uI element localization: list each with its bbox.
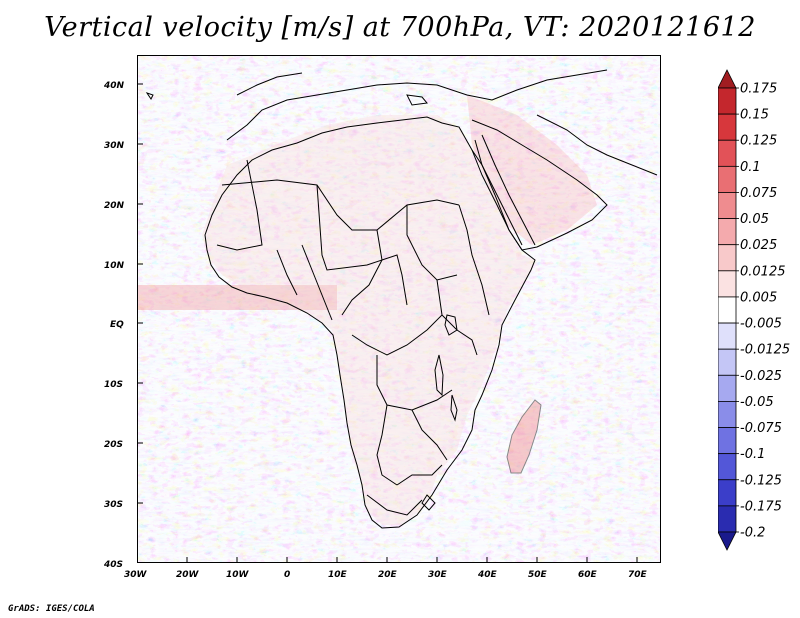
chart-title: Vertical velocity [m/s] at 700hPa, VT: 2… [44, 12, 756, 43]
colorbar-label: -0.1 [740, 447, 765, 462]
colorbar-label: 0.075 [740, 186, 777, 201]
colorbar-label: -0.175 [740, 499, 782, 514]
colorbar-label: 0.005 [740, 290, 777, 305]
colorbar-segment [718, 218, 737, 246]
colorbar-bottom-arrow [718, 531, 737, 551]
colorbar-label: 0.0125 [740, 264, 786, 279]
colorbar-segment [718, 505, 737, 533]
colorbar-label: 0.125 [740, 134, 777, 149]
colorbar-segment [718, 192, 737, 219]
colorbar-label: -0.05 [740, 395, 774, 410]
colorbar-segment [718, 139, 737, 167]
colorbar-segment [718, 453, 737, 481]
lat-label: 30S [104, 500, 123, 510]
lat-label: 40N [103, 81, 125, 91]
lat-label: 20N [104, 201, 125, 211]
colorbar-segment [718, 87, 737, 115]
colorbar: 0.175 0.15 0.125 0.1 0.075 0.05 0.025 0.0125 0.0… [718, 69, 790, 551]
colorbar-label: 0.025 [740, 238, 777, 253]
colorbar-top-arrow [718, 69, 737, 89]
colorbar-label: 0.15 [740, 108, 769, 123]
lon-label: 0 [284, 570, 290, 580]
colorbar-label: 0.175 [740, 82, 777, 97]
lat-label: 20S [104, 440, 123, 450]
lat-label: 10S [104, 380, 123, 390]
lon-label: 30W [124, 570, 148, 580]
lon-label: 60E [578, 570, 598, 580]
colorbar-label: -0.005 [740, 317, 782, 332]
colorbar-segment [718, 244, 737, 272]
colorbar-segment [718, 270, 737, 298]
lat-label: 30N [104, 141, 125, 151]
colorbar-label: 0.1 [740, 160, 761, 175]
lon-label: 10W [226, 570, 250, 580]
lon-label: 50E [528, 570, 548, 580]
lon-label: 40E [477, 570, 498, 580]
lon-label: 10E [328, 570, 348, 580]
colorbar-label: -0.125 [740, 473, 782, 488]
colorbar-segment [718, 113, 737, 141]
colorbar-label: -0.2 [740, 526, 765, 541]
colorbar-segment [718, 401, 737, 428]
colorbar-label: -0.0125 [740, 343, 790, 358]
lon-label: 20W [176, 570, 200, 580]
colorbar-label: -0.075 [740, 421, 782, 436]
lat-label: 10N [104, 261, 125, 271]
colorbar-segment [718, 296, 737, 324]
credit-text: GrADS: IGES/COLA [8, 604, 95, 614]
lon-label: 30E [428, 570, 448, 580]
lat-label: 40S [103, 560, 123, 570]
colorbar-segment [718, 427, 737, 455]
lon-label: 20E [378, 570, 398, 580]
lat-label: EQ [110, 320, 124, 330]
colorbar-segment [718, 322, 737, 350]
colorbar-segment [718, 348, 737, 376]
velocity-map [137, 55, 661, 563]
colorbar-segment [718, 165, 737, 193]
colorbar-label: 0.05 [740, 212, 769, 227]
colorbar-segment [718, 374, 737, 402]
colorbar-segment [718, 479, 737, 507]
colorbar-label: -0.025 [740, 369, 782, 384]
lon-label: 70E [628, 570, 648, 580]
